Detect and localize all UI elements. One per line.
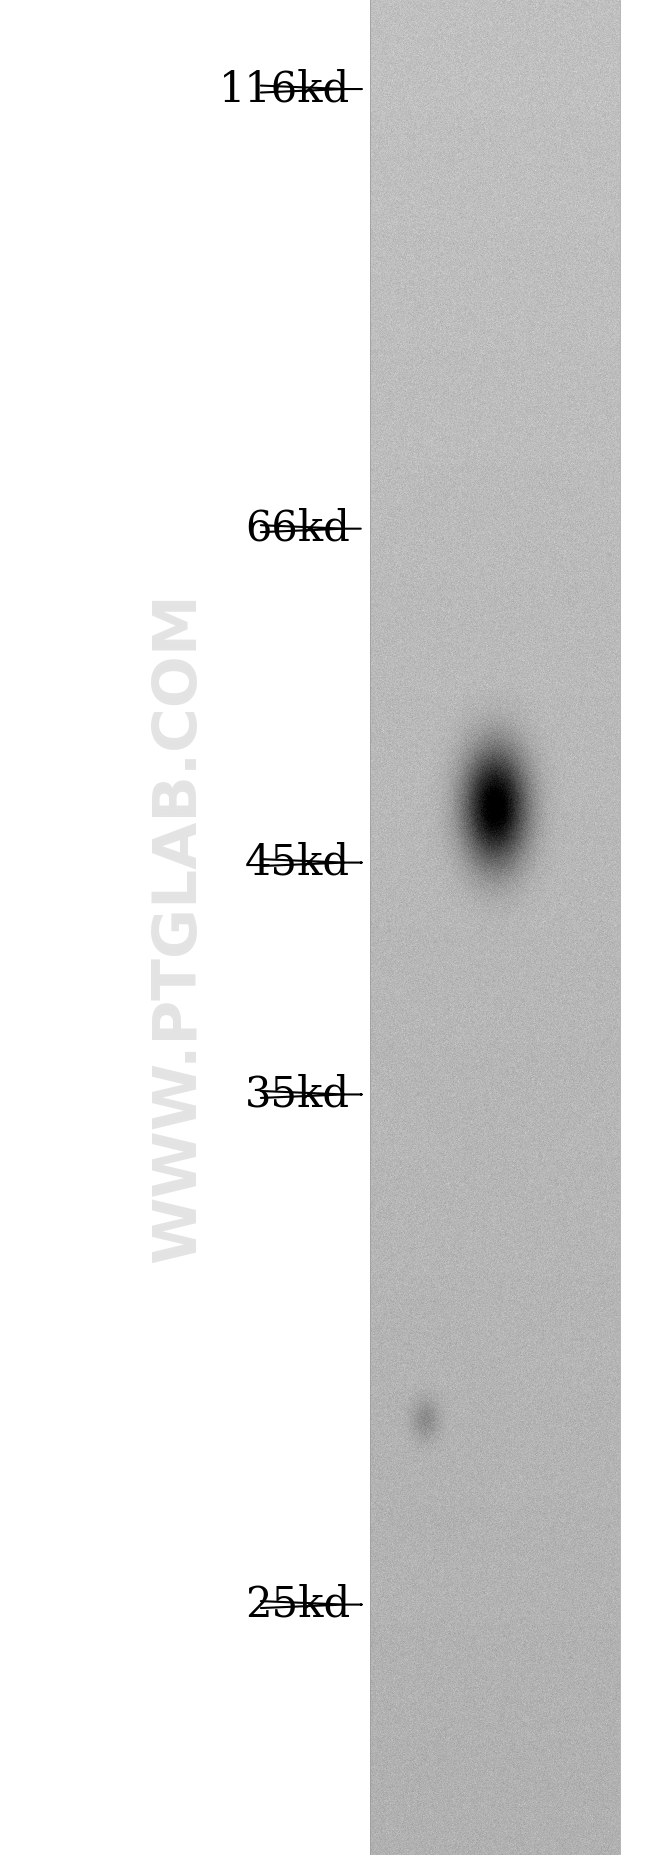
Text: 45kd: 45kd xyxy=(245,842,350,883)
Text: 25kd: 25kd xyxy=(245,1584,350,1625)
Text: 66kd: 66kd xyxy=(245,508,350,549)
Text: 116kd: 116kd xyxy=(219,69,350,109)
Text: 35kd: 35kd xyxy=(245,1074,350,1115)
Text: WWW.PTGLAB.COM: WWW.PTGLAB.COM xyxy=(150,592,208,1263)
